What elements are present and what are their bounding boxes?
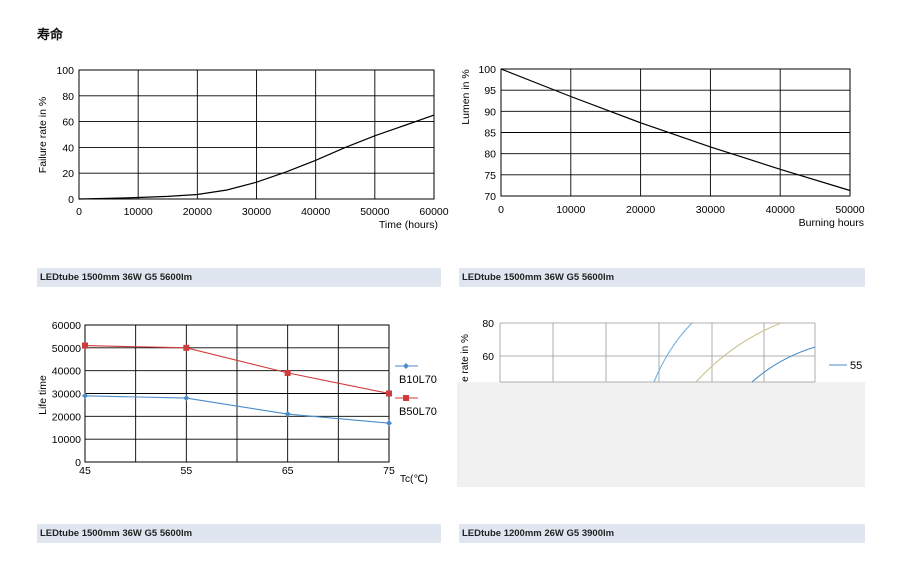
c3-legend-label-B10L70: B10L70 (399, 374, 437, 386)
c1-ytick-label: 80 (62, 91, 74, 103)
c4-curve-1 (653, 322, 693, 383)
c4-curve-3 (751, 346, 816, 383)
c1-xtick-label: 20000 (183, 206, 212, 218)
c3-legend-label-B50L70: B50L70 (399, 406, 437, 418)
c2-ytick-label: 80 (484, 149, 496, 161)
c1-y-axis-title: Failure rate in % (37, 97, 49, 173)
c3-ytick-label: 20000 (52, 411, 81, 423)
c3-marker-B50L70 (386, 390, 392, 397)
c3-xtick-label: 65 (282, 465, 294, 477)
c4-curve-2 (695, 322, 782, 383)
c3-legend-marker-B50L70 (403, 395, 409, 401)
c2-xtick-label: 10000 (556, 204, 585, 216)
c3-marker-B10L70 (82, 392, 88, 399)
c3-xtick-label: 55 (180, 465, 192, 477)
c4-legend-label: 55 (850, 360, 862, 372)
c2-x-axis-title: Burning hours (799, 217, 864, 229)
c3-xtick-label: 45 (79, 465, 91, 477)
c2-ytick-label: 70 (484, 191, 496, 203)
c3-legend-marker-B10L70 (403, 363, 409, 369)
c3-marker-B10L70 (284, 411, 291, 418)
c2-ytick-label: 75 (484, 170, 496, 182)
page-title: 寿命 (37, 28, 64, 43)
c3-series-line-B10L70 (84, 395, 390, 424)
caption-chart-3: LEDtube 1500mm 36W G5 5600lm (37, 524, 441, 543)
c3-xtick-label: 75 (383, 465, 395, 477)
c1-ytick-label: 40 (62, 142, 74, 154)
c2-ytick-label: 100 (478, 64, 496, 76)
c1-xtick-label: 50000 (360, 206, 389, 218)
c2-y-axis-title: Lumen in % (460, 69, 472, 124)
c3-marker-B10L70 (183, 395, 190, 402)
c2-xtick-label: 0 (498, 204, 504, 216)
c3-y-axis-title: Life time (37, 375, 49, 415)
c1-xtick-label: 10000 (124, 206, 153, 218)
c3-ytick-label: 50000 (52, 343, 81, 355)
c2-series-line (500, 68, 851, 192)
c1-ytick-label: 60 (62, 117, 74, 129)
c3-x-axis-title: Tc(℃) (400, 474, 428, 485)
c3-series-line-B50L70 (84, 345, 390, 395)
c3-ytick-label: 60000 (52, 320, 81, 332)
c2-xtick-label: 40000 (766, 204, 795, 216)
c1-ytick-label: 20 (62, 168, 74, 180)
c1-plot-border (78, 69, 435, 200)
c2-xtick-label: 50000 (835, 204, 864, 216)
c2-plot-border (500, 68, 851, 197)
c4-ytick-label: 60 (482, 351, 494, 363)
caption-chart-2: LEDtube 1500mm 36W G5 5600lm (459, 268, 865, 287)
caption-chart-4: LEDtube 1200mm 26W G5 3900lm (459, 524, 865, 543)
c1-ytick-label: 100 (56, 65, 74, 77)
c2-ytick-label: 90 (484, 106, 496, 118)
c3-ytick-label: 10000 (52, 434, 81, 446)
c1-xtick-label: 0 (76, 206, 82, 218)
c1-ytick-label: 0 (68, 194, 74, 206)
c3-marker-B10L70 (386, 420, 392, 427)
c3-ytick-label: 0 (75, 457, 81, 469)
c1-series-line (78, 114, 435, 200)
c2-xtick-label: 30000 (696, 204, 725, 216)
caption-chart-1: LEDtube 1500mm 36W G5 5600lm (37, 268, 441, 287)
c1-xtick-label: 40000 (301, 206, 330, 218)
c3-marker-B50L70 (284, 369, 291, 376)
c2-ytick-label: 95 (484, 85, 496, 97)
c2-ytick-label: 85 (484, 128, 496, 140)
c3-ytick-label: 30000 (52, 389, 81, 401)
c4-blank-region (457, 382, 865, 487)
c4-y-axis-title: e rate in % (460, 334, 471, 382)
c1-xtick-label: 60000 (419, 206, 448, 218)
c1-x-axis-title: Time (hours) (379, 219, 438, 231)
c1-xtick-label: 30000 (242, 206, 271, 218)
c2-xtick-label: 20000 (626, 204, 655, 216)
c3-marker-B50L70 (82, 342, 88, 349)
c3-ytick-label: 40000 (52, 366, 81, 378)
c4-ytick-label: 80 (482, 318, 494, 330)
c3-marker-B50L70 (183, 344, 190, 351)
